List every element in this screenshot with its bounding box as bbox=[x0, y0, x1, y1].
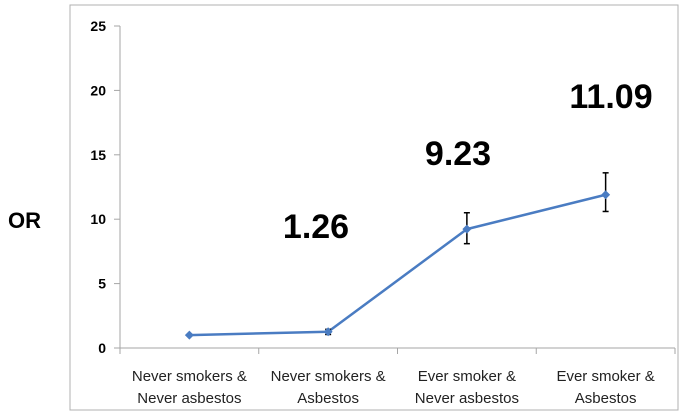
series-group bbox=[184, 172, 611, 340]
data-point-marker bbox=[601, 190, 611, 200]
y-tick-label: 15 bbox=[90, 147, 106, 163]
y-tick-label: 20 bbox=[90, 82, 106, 98]
x-category-label-line: Asbestos bbox=[575, 390, 637, 407]
data-point-marker bbox=[323, 327, 333, 337]
data-point-marker bbox=[184, 330, 194, 340]
data-value-label: 11.09 bbox=[569, 78, 652, 116]
y-tick-label: 25 bbox=[90, 18, 106, 34]
y-axis-ticks: 0 5 10 15 20 25 bbox=[90, 18, 120, 356]
chart-frame bbox=[69, 4, 679, 411]
x-category-label: Ever smoker & Asbestos bbox=[556, 368, 654, 407]
data-point-marker bbox=[462, 224, 472, 234]
data-value-label: 1.26 bbox=[283, 208, 349, 246]
x-category-label-line: Ever smoker & bbox=[556, 368, 654, 385]
x-category-label-line: Never smokers & bbox=[132, 368, 247, 385]
x-category-label-line: Never asbestos bbox=[137, 390, 241, 407]
y-tick-label: 5 bbox=[98, 276, 106, 292]
y-axis-label: OR bbox=[8, 208, 41, 233]
x-category-label-line: Never asbestos bbox=[415, 390, 519, 407]
y-tick-label: 10 bbox=[90, 211, 106, 227]
x-category-label: Never smokers & Asbestos bbox=[271, 368, 386, 407]
data-labels-group: 1.26 9.23 11.09 bbox=[283, 78, 653, 246]
y-tick-label: 0 bbox=[98, 340, 106, 356]
x-category-label-line: Ever smoker & bbox=[418, 368, 516, 385]
x-category-label: Ever smoker & Never asbestos bbox=[415, 368, 519, 407]
series-line bbox=[189, 193, 606, 337]
data-value-label: 9.23 bbox=[425, 135, 491, 173]
x-category-label-line: Never smokers & bbox=[271, 368, 386, 385]
x-category-label-line: Asbestos bbox=[297, 390, 359, 407]
x-category-label: Never smokers & Never asbestos bbox=[132, 368, 247, 407]
